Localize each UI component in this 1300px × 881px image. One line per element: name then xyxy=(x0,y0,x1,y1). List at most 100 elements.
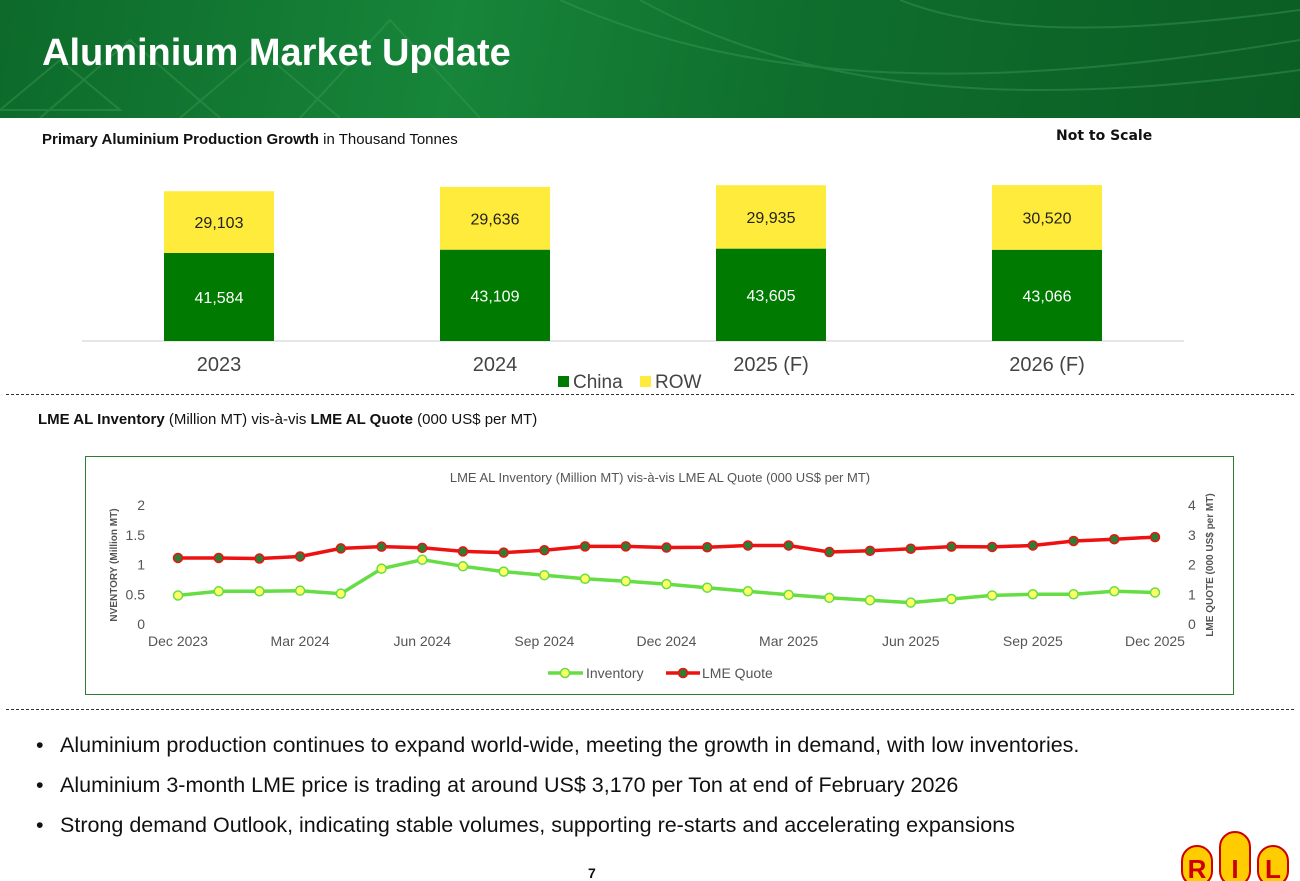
summary-bullets: • Aluminium production continues to expan… xyxy=(36,730,1079,850)
page-title: Aluminium Market Update xyxy=(42,32,511,74)
lme-quote-point xyxy=(1068,535,1079,547)
inventory-chart-frame xyxy=(85,456,1234,695)
inventory-chart-subtitle: LME AL Inventory (Million MT) vis-à-vis … xyxy=(38,411,537,428)
lme-quote-point xyxy=(254,553,265,564)
x-tick-label: Dec 2025 xyxy=(1125,633,1185,649)
bar-row xyxy=(164,191,274,253)
inventory-point xyxy=(1149,587,1161,598)
inventory-subtitle-bold1: LME AL Inventory xyxy=(38,411,165,428)
bar-label-row: 30,520 xyxy=(1023,210,1072,227)
bar-label-china: 41,584 xyxy=(195,290,244,307)
legend-swatch-row xyxy=(640,376,651,387)
bar-china xyxy=(992,249,1102,341)
inventory-point xyxy=(905,597,916,608)
inventory-point xyxy=(539,569,550,581)
lme-quote-point xyxy=(1027,540,1039,551)
inventory-point xyxy=(1027,589,1039,600)
header-decoration xyxy=(0,0,1300,118)
bullet-text: Aluminium production continues to expand… xyxy=(60,733,1080,757)
legend-marker-lme-quote xyxy=(677,667,689,679)
inventory-point xyxy=(1068,589,1079,600)
lme-quote-point xyxy=(213,552,224,564)
bullet-text: Aluminium 3-month LME price is trading a… xyxy=(60,773,959,797)
bar-label-china: 43,605 xyxy=(747,288,796,305)
y-tick-label: 0 xyxy=(137,616,145,632)
x-tick-label: Dec 2024 xyxy=(637,633,697,649)
y-axis-label: NVENTORY (Million MT) xyxy=(109,508,120,621)
inventory-point xyxy=(1109,586,1120,597)
bar-label-row: 29,935 xyxy=(747,210,796,227)
lme-quote-point xyxy=(294,551,306,562)
legend-label-china: China xyxy=(573,372,623,393)
inventory-point xyxy=(579,573,591,585)
lme-quote-point xyxy=(824,546,835,558)
section-divider-2 xyxy=(6,709,1294,710)
lme-quote-point xyxy=(376,541,387,552)
x-tick-label: 2024 xyxy=(473,354,518,376)
x-tick-label: Dec 2023 xyxy=(148,633,208,649)
bar-row xyxy=(440,186,550,250)
svg-text:R: R xyxy=(1188,854,1207,881)
x-tick-label: Sep 2025 xyxy=(1003,633,1063,649)
lme-quote-point xyxy=(1109,533,1120,545)
inventory-point xyxy=(701,582,713,593)
svg-text:I: I xyxy=(1231,854,1238,881)
x-tick-label: 2025 (F) xyxy=(733,354,809,376)
x-tick-label: Jun 2025 xyxy=(882,633,940,649)
bullet-dot: • xyxy=(36,733,44,757)
inventory-point xyxy=(498,566,509,577)
lme-quote-point xyxy=(498,547,509,558)
bullet-dot: • xyxy=(36,773,44,797)
line-chart-title: LME AL Inventory (Million MT) vis-à-vis … xyxy=(450,470,870,485)
bar-china xyxy=(716,248,826,341)
inventory-point xyxy=(824,592,835,604)
bullet-item: • Aluminium production continues to expan… xyxy=(36,730,1079,770)
lme-quote-point xyxy=(864,545,876,557)
lme-quote-point xyxy=(620,541,632,552)
inventory-subtitle-bold2: LME AL Quote xyxy=(310,411,414,428)
x-tick-label: 2023 xyxy=(197,354,242,376)
bullet-text: Strong demand Outlook, indicating stable… xyxy=(60,813,1015,837)
production-subtitle-rest: in Thousand Tonnes xyxy=(318,131,458,148)
inventory-point xyxy=(661,578,672,590)
lme-quote-point xyxy=(539,544,550,556)
y2-tick-label: 0 xyxy=(1188,616,1196,632)
bar-label-china: 43,109 xyxy=(471,288,520,305)
bar-label-row: 29,636 xyxy=(471,211,520,228)
inventory-point xyxy=(986,590,998,601)
y2-tick-label: 3 xyxy=(1188,527,1196,543)
x-tick-label: Mar 2025 xyxy=(759,633,818,649)
y2-tick-label: 4 xyxy=(1188,497,1196,513)
y-tick-label: 1 xyxy=(137,557,145,573)
lme-quote-point xyxy=(946,541,957,552)
bar-label-china: 43,066 xyxy=(1023,288,1072,305)
bar-label-row: 29,103 xyxy=(195,215,244,232)
production-bar-chart: 41,584 29,103 2023 43,109 29,636 2024 43,605 29… xyxy=(82,185,1184,393)
bar-row xyxy=(992,185,1102,250)
x-tick-label: Jun 2024 xyxy=(393,633,451,649)
legend-swatch-china xyxy=(558,376,569,387)
x-tick-label: Mar 2024 xyxy=(271,633,330,649)
bullet-dot: • xyxy=(36,813,44,837)
y2-tick-label: 1 xyxy=(1188,586,1196,602)
x-tick-label: 2026 (F) xyxy=(1009,354,1085,376)
inventory-point xyxy=(946,593,957,605)
section-divider-1 xyxy=(6,394,1294,395)
lme-quote-point xyxy=(417,542,428,554)
inventory-point xyxy=(294,585,306,596)
lme-quote-point xyxy=(742,540,754,551)
bullet-item: • Strong demand Outlook, indicating stabl… xyxy=(36,810,1079,850)
production-subtitle-bold: Primary Aluminium Production Growth xyxy=(42,131,319,148)
inventory-point xyxy=(457,561,469,572)
lme-quote-point xyxy=(783,540,794,551)
legend-marker-inventory xyxy=(559,667,571,679)
inventory-point xyxy=(335,588,347,599)
legend-label-row: ROW xyxy=(655,372,702,393)
bullet-item: • Aluminium 3-month LME price is trading … xyxy=(36,770,1079,810)
inventory-point xyxy=(417,554,428,565)
inventory-point xyxy=(742,586,754,597)
bar-row xyxy=(716,185,826,249)
lme-quote-point xyxy=(701,541,713,553)
lme-quote-point xyxy=(905,543,916,554)
inventory-point xyxy=(254,586,265,597)
